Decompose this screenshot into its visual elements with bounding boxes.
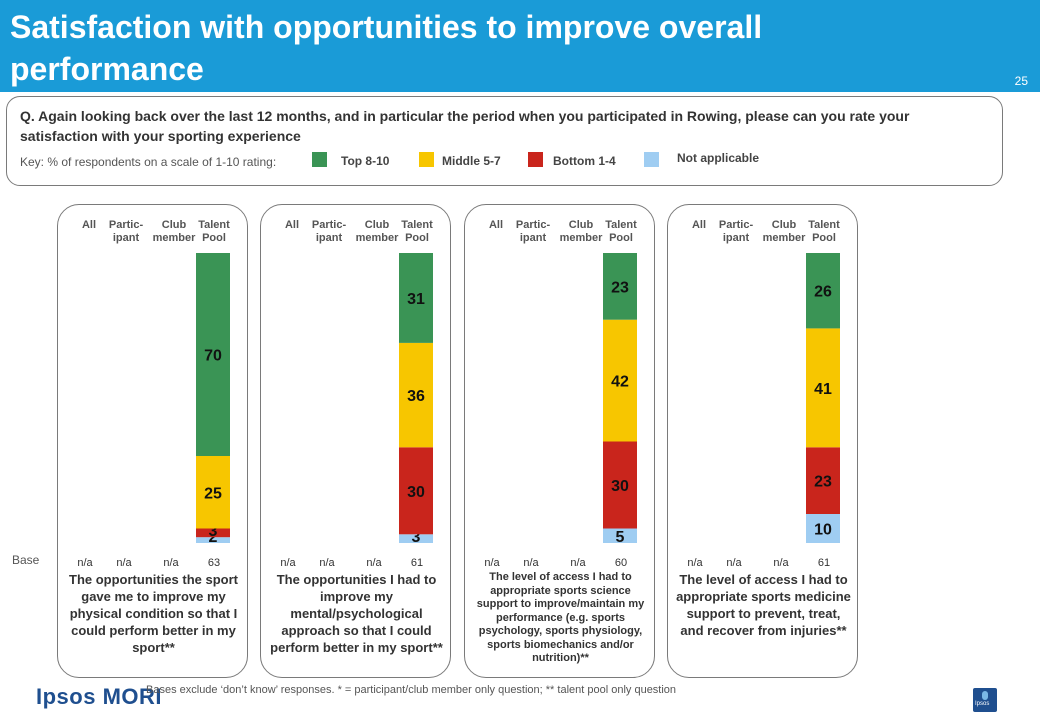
footnote: Bases exclude ‘don’t know’ responses. * … xyxy=(146,684,677,696)
base-label: Base xyxy=(12,553,40,567)
col-head-participant: Partic- ipant xyxy=(108,219,144,244)
legend-swatch-top xyxy=(312,152,327,167)
base-value: n/a xyxy=(319,557,335,569)
col-head-talent: Talent Pool xyxy=(808,219,840,244)
col-head-participant: Partic- ipant xyxy=(515,219,551,244)
ipsos-mori-logo: Ipsos MORI xyxy=(36,684,163,709)
base-value: n/a xyxy=(570,557,586,569)
ipsos-corner-logo-icon: Ipsos xyxy=(973,688,997,712)
col-head-club: Club member xyxy=(152,219,196,244)
chart-panel-3: All Partic- ipant Club member Talent Poo… xyxy=(464,204,655,678)
panel-caption: The level of access I had to appropriate… xyxy=(676,572,851,638)
chart-panel-1: All Partic- ipant Club member Talent Poo… xyxy=(57,204,248,678)
legend-label-na: Not applicable xyxy=(677,151,760,165)
base-value: n/a xyxy=(523,557,539,569)
legend: Key: % of respondents on a scale of 1-10… xyxy=(20,151,980,172)
col-head-all: All xyxy=(691,219,707,231)
page-number: 25 xyxy=(1014,74,1028,88)
col-head-participant: Partic- ipant xyxy=(718,219,754,244)
legend-label-bottom: Bottom 1-4 xyxy=(553,154,616,168)
legend-swatch-middle xyxy=(419,152,434,167)
legend-swatch-na xyxy=(644,152,659,167)
base-value: n/a xyxy=(773,557,789,569)
col-head-club: Club member xyxy=(559,219,603,244)
chart-panel-4: All Partic- ipant Club member Talent Poo… xyxy=(667,204,858,678)
legend-swatch-bottom xyxy=(528,152,543,167)
col-head-participant: Partic- ipant xyxy=(311,219,347,244)
base-value: n/a xyxy=(280,557,296,569)
panel-caption: The opportunities the sport gave me to i… xyxy=(69,572,238,655)
base-value: n/a xyxy=(726,557,742,569)
col-head-club: Club member xyxy=(355,219,399,244)
col-head-all: All xyxy=(488,219,504,231)
base-value: 61 xyxy=(410,557,424,569)
col-head-all: All xyxy=(284,219,300,231)
header-band: Satisfaction with opportunities to impro… xyxy=(0,0,1040,92)
corner-logo-text: Ipsos xyxy=(975,701,990,707)
page-title: Satisfaction with opportunities to impro… xyxy=(10,9,763,87)
col-head-all: All xyxy=(81,219,97,231)
legend-label-top: Top 8-10 xyxy=(341,154,390,168)
question-box: Q. Again looking back over the last 12 m… xyxy=(6,96,1003,186)
col-head-talent: Talent Pool xyxy=(198,219,230,244)
base-value: n/a xyxy=(366,557,382,569)
base-value: 63 xyxy=(207,557,221,569)
base-value: n/a xyxy=(484,557,500,569)
chart-panel-2: All Partic- ipant Club member Talent Poo… xyxy=(260,204,451,678)
key-label: Key: % of respondents on a scale of 1-10… xyxy=(20,155,277,169)
logo-dot xyxy=(982,691,988,700)
legend-label-middle: Middle 5-7 xyxy=(442,154,501,168)
base-value: n/a xyxy=(163,557,179,569)
base-value: n/a xyxy=(116,557,132,569)
question-text: Q. Again looking back over the last 12 m… xyxy=(20,108,910,144)
base-value: 60 xyxy=(614,557,628,569)
col-head-talent: Talent Pool xyxy=(401,219,433,244)
panel-caption: The level of access I had to appropriate… xyxy=(476,571,645,664)
base-value: n/a xyxy=(77,557,93,569)
base-value: n/a xyxy=(687,557,703,569)
panel-caption: The opportunities I had to improve my me… xyxy=(270,572,443,655)
base-value: 61 xyxy=(817,557,831,569)
col-head-club: Club member xyxy=(762,219,806,244)
col-head-talent: Talent Pool xyxy=(605,219,637,244)
